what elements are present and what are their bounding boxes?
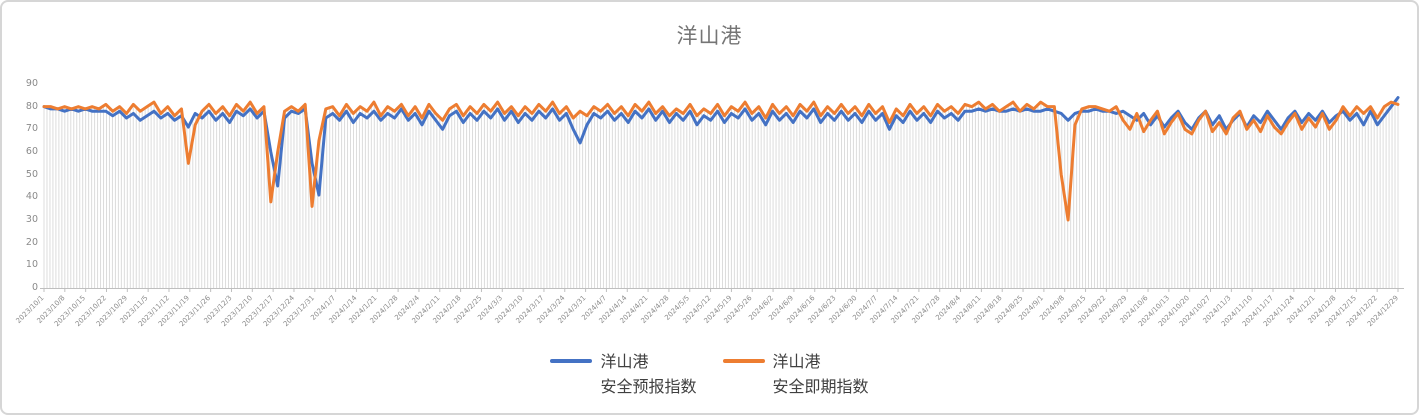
legend-item[interactable]: 洋山港 安全即期指数: [722, 350, 869, 400]
y-axis-label: 30: [25, 214, 38, 225]
y-axis-label: 20: [25, 236, 38, 248]
y-axis-label: 70: [25, 123, 38, 135]
y-axis-label: 0: [31, 282, 38, 293]
y-axis-label: 80: [25, 100, 38, 112]
chart-title[interactable]: 洋山港: [676, 24, 743, 48]
chart-legend: 洋山港 安全预报指数 洋山港 安全即期指数: [2, 350, 1417, 400]
legend-label: 洋山港 安全预报指数: [600, 352, 697, 396]
y-axis-label: 60: [25, 146, 38, 157]
y-axis-label: 50: [25, 168, 38, 180]
legend-label: 洋山港 安全即期指数: [772, 352, 869, 396]
legend-line-swatch: [550, 359, 593, 363]
legend-line-swatch: [722, 359, 765, 363]
legend-item[interactable]: 洋山港 安全预报指数: [550, 350, 697, 400]
series-line[interactable]: [42, 96, 1400, 197]
y-axis-label: 10: [25, 259, 38, 271]
y-axis-label: 90: [25, 78, 38, 89]
y-axis-label: 40: [25, 191, 38, 203]
series-line[interactable]: [42, 100, 1400, 222]
